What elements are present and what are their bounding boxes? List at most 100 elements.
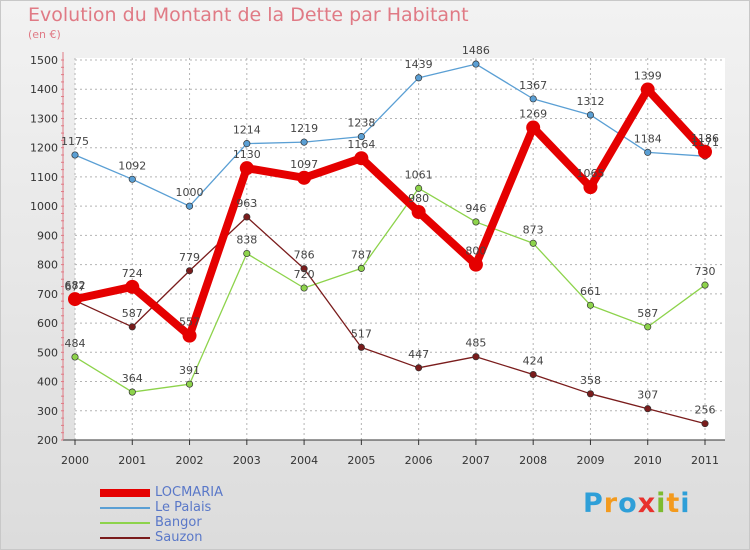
data-point-sauzon [701, 420, 709, 428]
data-point-sauzon [243, 213, 251, 221]
y-tick-label: 700 [37, 288, 58, 301]
data-point-sauzon [128, 323, 136, 331]
data-point-bangor [300, 284, 308, 292]
y-tick-label: 600 [37, 317, 58, 330]
data-point-sauzon [185, 267, 194, 275]
series-line-locmaria [74, 85, 708, 340]
data-label-le-palais: 1367 [519, 79, 547, 92]
y-tick-label: 1100 [30, 171, 58, 184]
x-tick-label: 2008 [519, 454, 547, 467]
data-label-locmaria: 682 [65, 279, 86, 292]
logo-letter: t [666, 488, 681, 519]
data-label-sauzon: 485 [465, 337, 486, 350]
x-tick-label: 2011 [691, 454, 719, 467]
data-label-sauzon: 517 [351, 327, 372, 340]
data-label-le-palais: 1184 [634, 132, 662, 145]
y-tick-label: 1400 [30, 83, 58, 96]
data-point-locmaria [297, 170, 312, 185]
data-label-sauzon: 358 [580, 374, 601, 387]
data-label-bangor: 946 [465, 202, 486, 215]
y-tick-label: 900 [37, 229, 58, 242]
y-tick-label: 800 [37, 259, 58, 272]
data-point-bangor [415, 184, 423, 192]
data-point-locmaria [68, 292, 82, 307]
x-tick-label: 2001 [118, 454, 146, 467]
data-point-bangor [185, 380, 194, 388]
data-label-sauzon: 307 [637, 389, 658, 402]
series-line-bangor [74, 187, 706, 393]
x-tick-label: 2000 [61, 454, 89, 467]
legend-swatch [100, 522, 150, 524]
data-label-le-palais: 1000 [176, 186, 204, 199]
data-point-sauzon [357, 343, 365, 351]
data-label-locmaria: 1097 [290, 158, 318, 171]
data-label-bangor: 364 [122, 372, 143, 385]
data-point-sauzon [472, 353, 480, 361]
data-label-locmaria: 980 [408, 192, 429, 205]
x-tick-label: 2010 [634, 454, 662, 467]
data-point-le-palais [71, 151, 79, 159]
data-label-bangor: 787 [351, 248, 372, 261]
y-tick-label: 1000 [30, 200, 58, 213]
data-label-locmaria: 1186 [691, 132, 719, 145]
data-point-le-palais [185, 202, 194, 210]
data-point-locmaria [526, 120, 541, 135]
logo-letter: x [637, 488, 657, 519]
legend-swatch [100, 507, 150, 509]
data-point-sauzon [300, 265, 308, 273]
data-point-le-palais [128, 175, 136, 183]
x-tick-label: 2006 [405, 454, 433, 467]
data-label-locmaria: 1164 [347, 138, 375, 151]
legend-label: Le Palais [155, 500, 212, 515]
data-label-le-palais: 1238 [347, 117, 375, 130]
data-point-locmaria [468, 257, 483, 272]
data-label-bangor: 873 [523, 223, 544, 236]
data-label-sauzon: 256 [695, 404, 716, 417]
logo-letter: i [680, 488, 691, 519]
data-label-le-palais: 1214 [233, 124, 261, 137]
data-point-locmaria [125, 279, 140, 294]
data-label-bangor: 1061 [405, 168, 433, 181]
data-point-locmaria [182, 328, 197, 343]
chart-subtitle: (en €) [28, 28, 61, 41]
legend-swatch [100, 489, 150, 497]
logo-letter: o [618, 488, 638, 519]
x-tick-label: 2009 [576, 454, 604, 467]
data-point-le-palais [300, 138, 308, 146]
data-label-locmaria: 557 [179, 316, 200, 329]
data-point-sauzon [586, 390, 595, 398]
data-label-locmaria: 724 [122, 267, 143, 280]
data-label-locmaria: 800 [465, 245, 486, 258]
data-label-sauzon: 963 [236, 197, 257, 210]
data-label-le-palais: 1439 [405, 58, 433, 71]
data-label-bangor: 730 [695, 265, 716, 278]
data-label-bangor: 720 [294, 268, 315, 281]
logo-letter: i [656, 488, 667, 519]
proxiti-logo: Proxiti [583, 488, 691, 519]
data-label-le-palais: 1312 [576, 95, 604, 108]
data-point-le-palais [415, 74, 423, 82]
series-line-le-palais [74, 63, 706, 207]
chart-title: Evolution du Montant de la Dette par Hab… [28, 4, 469, 26]
data-point-locmaria [583, 180, 598, 195]
data-point-bangor [357, 264, 365, 272]
data-label-locmaria: 1065 [576, 167, 604, 180]
data-point-bangor [586, 301, 595, 309]
data-label-le-palais: 1092 [118, 159, 146, 172]
legend-label: Bangor [155, 515, 202, 530]
data-point-le-palais [644, 148, 652, 156]
legend-swatch [100, 537, 150, 539]
data-label-sauzon: 447 [408, 348, 429, 361]
data-label-sauzon: 677 [65, 281, 86, 294]
data-point-bangor [243, 249, 251, 258]
data-label-locmaria: 1269 [519, 108, 547, 121]
y-tick-label: 500 [37, 346, 58, 359]
data-label-le-palais: 1486 [462, 44, 490, 57]
data-point-sauzon [529, 370, 537, 379]
data-point-bangor [472, 218, 480, 226]
data-label-locmaria: 1399 [634, 70, 662, 83]
data-point-locmaria [354, 151, 369, 166]
data-label-le-palais: 1171 [691, 136, 719, 149]
data-point-bangor [701, 281, 709, 289]
data-label-locmaria: 1130 [233, 148, 261, 161]
